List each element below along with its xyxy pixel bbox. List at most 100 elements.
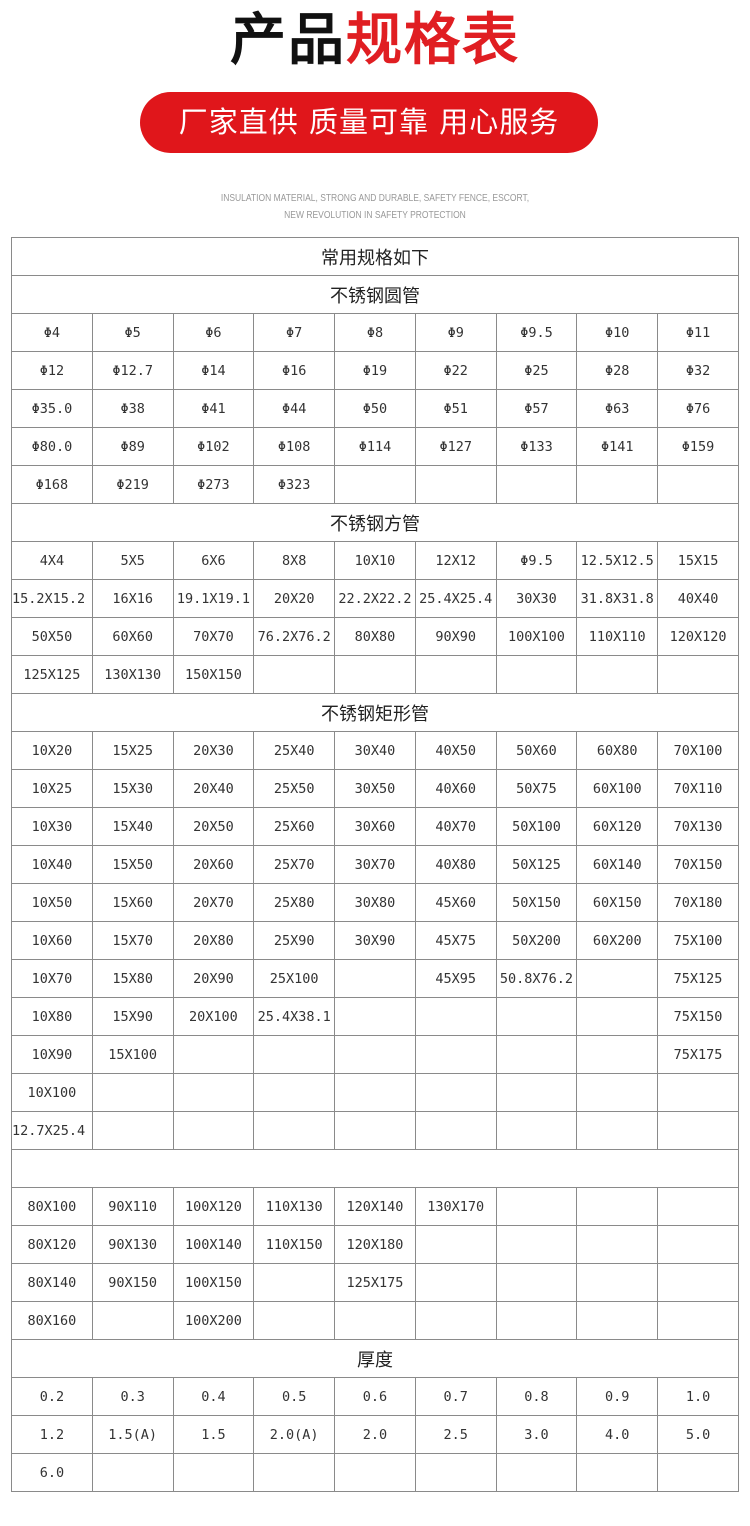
table-cell: Φ7 (253, 313, 336, 352)
table-cell (576, 465, 659, 504)
table-cell: 70X70 (172, 617, 255, 656)
table-cell: Φ127 (414, 427, 497, 466)
table-cell: 60X60 (91, 617, 174, 656)
table-cell (334, 959, 416, 998)
table-cell (334, 1301, 416, 1340)
table-row: 0.2 0.3 0.4 0.5 0.6 0.7 0.8 0.9 1.0 (11, 1377, 739, 1416)
table-cell: 70X130 (657, 807, 739, 846)
table-row: Φ168 Φ219 Φ273 Φ323 (11, 465, 739, 504)
table-cell: Φ133 (495, 427, 578, 466)
table-cell: 15X50 (91, 845, 174, 884)
table-cell: 40X40 (657, 579, 739, 618)
table-cell (495, 655, 578, 694)
table-cell: 15X70 (91, 921, 174, 960)
table-cell (576, 959, 659, 998)
table-cell: 45X75 (414, 921, 497, 960)
table-cell (253, 1073, 336, 1112)
table-cell: 70X100 (657, 731, 739, 770)
table-cell: 12X12 (414, 541, 497, 580)
table-cell: 0.6 (334, 1377, 416, 1416)
table-cell: 80X100 (11, 1187, 93, 1226)
table-cell: 80X160 (11, 1301, 93, 1340)
table-cell: 150X150 (172, 655, 255, 694)
table-cell (334, 1111, 416, 1150)
table-cell: 50X50 (11, 617, 93, 656)
table-cell (657, 1301, 739, 1340)
table-cell: 10X25 (11, 769, 93, 808)
table-cell (576, 1187, 659, 1226)
table-cell: 1.0 (657, 1377, 739, 1416)
table-cell: 120X180 (334, 1225, 416, 1264)
table-cell: 100X200 (172, 1301, 255, 1340)
table-cell: 25X50 (253, 769, 336, 808)
table-cell: 3.0 (495, 1415, 578, 1454)
table-row: 10X90 15X100 75X175 (11, 1035, 739, 1074)
table-cell (576, 1301, 659, 1340)
table-cell: 40X50 (414, 731, 497, 770)
table-cell: 110X130 (253, 1187, 336, 1226)
table-cell (576, 1073, 659, 1112)
table-cell: 15X40 (91, 807, 174, 846)
table-cell: 90X110 (91, 1187, 174, 1226)
table-cell: Φ12.7 (91, 351, 174, 390)
section-heading-row: 不锈钢矩形管 (11, 693, 739, 732)
table-row: 10X20 15X25 20X30 25X40 30X40 40X50 50X60 60X80… (11, 731, 739, 770)
table-cell (495, 1225, 578, 1264)
table-cell: Φ323 (253, 465, 336, 504)
table-row: Φ80.0 Φ89 Φ102 Φ108 Φ114 Φ127 Φ133 Φ141 Φ159 (11, 427, 739, 466)
table-cell: 110X110 (576, 617, 659, 656)
table-cell: 1.2 (11, 1415, 93, 1454)
table-cell (657, 1225, 739, 1264)
table-cell: 60X100 (576, 769, 659, 808)
table-cell: 50X60 (495, 731, 578, 770)
table-cell: Φ102 (172, 427, 255, 466)
table-cell (334, 1453, 416, 1492)
table-row: 10X30 15X40 20X50 25X60 30X60 40X70 50X100 60X1… (11, 807, 739, 846)
table-cell: Φ9.5 (495, 541, 578, 580)
table-cell (414, 1301, 497, 1340)
table-cell (334, 1073, 416, 1112)
table-cell: 2.0(A) (253, 1415, 336, 1454)
table-cell (576, 997, 659, 1036)
table-cell: Φ16 (253, 351, 336, 390)
table-cell: 120X140 (334, 1187, 416, 1226)
table-cell (414, 1073, 497, 1112)
table-cell: 30X60 (334, 807, 416, 846)
table-cell: 25X90 (253, 921, 336, 960)
section-heading: 常用规格如下 (11, 237, 739, 276)
table-cell: Φ35.0 (11, 389, 93, 428)
table-cell: 15.2X15.2 (11, 579, 93, 618)
section-heading-row: 不锈钢方管 (11, 503, 739, 542)
table-row: Φ4 Φ5 Φ6 Φ7 Φ8 Φ9 Φ9.5 Φ10 Φ11 (11, 313, 739, 352)
table-cell: 50X100 (495, 807, 578, 846)
table-cell: Φ19 (334, 351, 416, 390)
table-row: 6.0 (11, 1453, 739, 1492)
table-cell: 50.8X76.2 (495, 959, 578, 998)
table-cell: 50X200 (495, 921, 578, 960)
table-cell: 45X60 (414, 883, 497, 922)
table-cell (334, 655, 416, 694)
slogan-banner: 厂家直供 质量可靠 用心服务 (140, 92, 598, 153)
table-cell: 20X100 (172, 997, 255, 1036)
table-cell: 10X80 (11, 997, 93, 1036)
section-heading: 不锈钢矩形管 (11, 693, 739, 732)
table-cell (576, 1111, 659, 1150)
table-cell: 60X150 (576, 883, 659, 922)
table-cell (172, 1111, 255, 1150)
table-cell: Φ63 (576, 389, 659, 428)
table-cell: 50X125 (495, 845, 578, 884)
table-cell (414, 997, 497, 1036)
table-cell: 125X125 (11, 655, 93, 694)
table-cell (414, 1111, 497, 1150)
table-cell: 20X50 (172, 807, 255, 846)
table-cell (495, 465, 578, 504)
table-cell: 10X20 (11, 731, 93, 770)
table-cell: Φ11 (657, 313, 739, 352)
table-cell: Φ44 (253, 389, 336, 428)
table-cell: 30X50 (334, 769, 416, 808)
table-cell: 60X80 (576, 731, 659, 770)
table-cell: 100X100 (495, 617, 578, 656)
section-heading (11, 1149, 739, 1188)
table-cell: 25.4X38.1 (253, 997, 336, 1036)
table-cell: 60X120 (576, 807, 659, 846)
